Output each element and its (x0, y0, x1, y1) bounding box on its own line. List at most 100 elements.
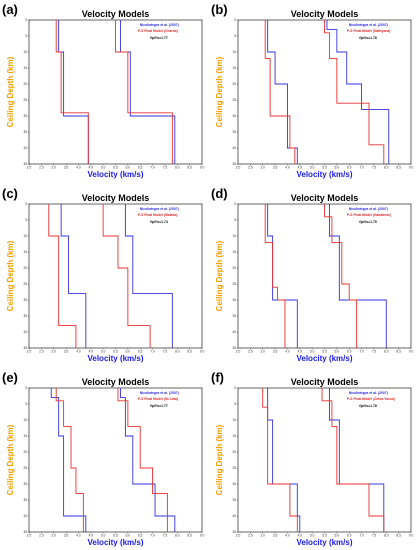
reference-vs-line (58, 20, 89, 164)
x-tick-label: 6.5 (347, 534, 352, 538)
y-tick-label: 30 (232, 298, 236, 302)
y-tick-label: 35 (23, 314, 27, 318)
y-tick-label: 30 (23, 482, 27, 486)
y-tick-label: 40 (232, 514, 236, 518)
y-tick-label: 15 (23, 250, 27, 254)
x-tick-label: 5.0 (310, 166, 315, 170)
y-tick-label: 0 (25, 386, 27, 390)
x-tick-label: 6.0 (126, 166, 131, 170)
y-tick-label: 35 (232, 314, 236, 318)
x-axis-label: Velocity (km/s) (87, 170, 143, 179)
x-tick-label: 8.5 (187, 350, 192, 354)
y-tick-label: 35 (232, 130, 236, 134)
y-tick-label: 0 (25, 202, 27, 206)
y-tick-label: 20 (23, 82, 27, 86)
x-tick-label: 7.5 (372, 166, 377, 170)
x-tick-label: 4.5 (298, 350, 303, 354)
final-model-vs-line (55, 388, 84, 532)
x-tick-label: 8.5 (396, 534, 401, 538)
legend-entry-reference: Nicolintegra et al. (2007) (349, 207, 388, 211)
x-tick-label: 8.0 (175, 166, 180, 170)
y-tick-label: 15 (232, 434, 236, 438)
chart-title: Velocity Models (291, 377, 359, 387)
x-tick-label: 3.0 (260, 166, 265, 170)
chart-title: Velocity Models (82, 193, 150, 203)
y-tick-label: 10 (232, 50, 236, 54)
x-tick-label: 5.5 (113, 166, 118, 170)
reference-vp-line (124, 204, 173, 348)
y-tick-label: 5 (25, 34, 27, 38)
x-tick-label: 2.0 (236, 350, 241, 354)
y-tick-label: 10 (23, 50, 27, 54)
x-tick-label: 5.5 (113, 534, 118, 538)
legend-entry-final-model: P-S Final Model (Nathyana) (347, 29, 391, 33)
legend-entry-reference: Nicolintegra et al. (2007) (140, 391, 179, 395)
x-tick-label: 8.5 (187, 534, 192, 538)
y-tick-label: 0 (234, 202, 236, 206)
y-tick-label: 20 (232, 266, 236, 270)
x-tick-label: 4.0 (285, 166, 290, 170)
x-tick-label: 4.0 (285, 350, 290, 354)
panel-3: (c) Velocity Models 2.0 2.5 3.0 3.5 4.0 4.5 5.0 5… (2, 186, 204, 363)
legend-entry-vp-vs: Vp/Vs=1.77 (150, 404, 168, 408)
legend-entry-vp-vs: Vp/Vs=1.78 (359, 36, 377, 40)
y-tick-label: 40 (23, 146, 27, 150)
x-tick-label: 9.0 (200, 166, 205, 170)
final-model-vs-line (262, 388, 298, 532)
y-tick-label: 25 (232, 466, 236, 470)
x-tick-label: 2.0 (236, 166, 241, 170)
x-tick-label: 4.0 (76, 534, 81, 538)
y-axis-label: Ceiling Depth (km) (6, 240, 15, 311)
x-tick-label: 4.0 (76, 350, 81, 354)
panel-letter: (d) (211, 186, 228, 201)
legend-entry-vp-vs: Vp/Vs=1.75 (359, 220, 377, 224)
chart-title: Velocity Models (291, 193, 359, 203)
chart-title: Velocity Models (82, 377, 150, 387)
y-tick-label: 5 (234, 218, 236, 222)
x-tick-label: 8.0 (175, 534, 180, 538)
legend-entry-reference: Nicolintegra et al. (2007) (349, 23, 388, 27)
reference-vs-line (267, 20, 298, 164)
x-tick-label: 6.5 (138, 534, 143, 538)
x-tick-label: 6.5 (138, 350, 143, 354)
y-tick-label: 5 (25, 218, 27, 222)
plot-frame (237, 19, 412, 165)
x-tick-label: 8.5 (396, 166, 401, 170)
x-tick-label: 3.5 (64, 166, 69, 170)
x-tick-label: 2.5 (39, 350, 44, 354)
reference-vs-line (267, 388, 301, 532)
x-tick-label: 5.0 (101, 534, 106, 538)
x-tick-label: 6.0 (126, 534, 131, 538)
x-tick-label: 2.0 (27, 350, 32, 354)
x-axis-label: Velocity (km/s) (87, 354, 143, 363)
y-axis-label: Ceiling Depth (km) (6, 424, 15, 495)
panel-1: (a) Velocity Models 2.0 2.5 3.0 3.5 4.0 4.5 5.0 5… (2, 2, 204, 179)
y-tick-label: 30 (232, 114, 236, 118)
x-tick-label: 2.5 (248, 166, 253, 170)
x-tick-label: 8.5 (187, 166, 192, 170)
x-tick-label: 7.5 (163, 534, 168, 538)
x-tick-label: 4.5 (89, 534, 94, 538)
legend-entry-final-model: P-S Final Model (Zekra-Yazon) (347, 397, 395, 401)
x-tick-label: 8.0 (384, 534, 389, 538)
x-tick-label: 5.0 (101, 350, 106, 354)
y-tick-label: 30 (23, 298, 27, 302)
x-tick-label: 5.5 (322, 166, 327, 170)
y-axis-label: Ceiling Depth (km) (215, 424, 224, 495)
final-model-vs-line (264, 20, 296, 164)
panel-letter: (e) (2, 370, 18, 385)
panel-letter: (a) (2, 2, 18, 17)
plot-frame (237, 387, 412, 533)
x-tick-label: 2.5 (248, 534, 253, 538)
x-tick-label: 3.5 (64, 350, 69, 354)
x-tick-label: 2.0 (236, 534, 241, 538)
legend-entry-vp-vs: Vp/Vs=1.77 (150, 36, 168, 40)
x-tick-label: 3.5 (273, 350, 278, 354)
y-tick-label: 25 (23, 98, 27, 102)
panel-letter: (b) (211, 2, 228, 17)
x-tick-label: 7.5 (372, 534, 377, 538)
y-tick-label: 20 (232, 82, 236, 86)
panel-5: (e) Velocity Models 2.0 2.5 3.0 3.5 4.0 4.5 5.0 5… (2, 370, 204, 547)
x-tick-label: 6.5 (347, 166, 352, 170)
y-tick-label: 15 (232, 250, 236, 254)
